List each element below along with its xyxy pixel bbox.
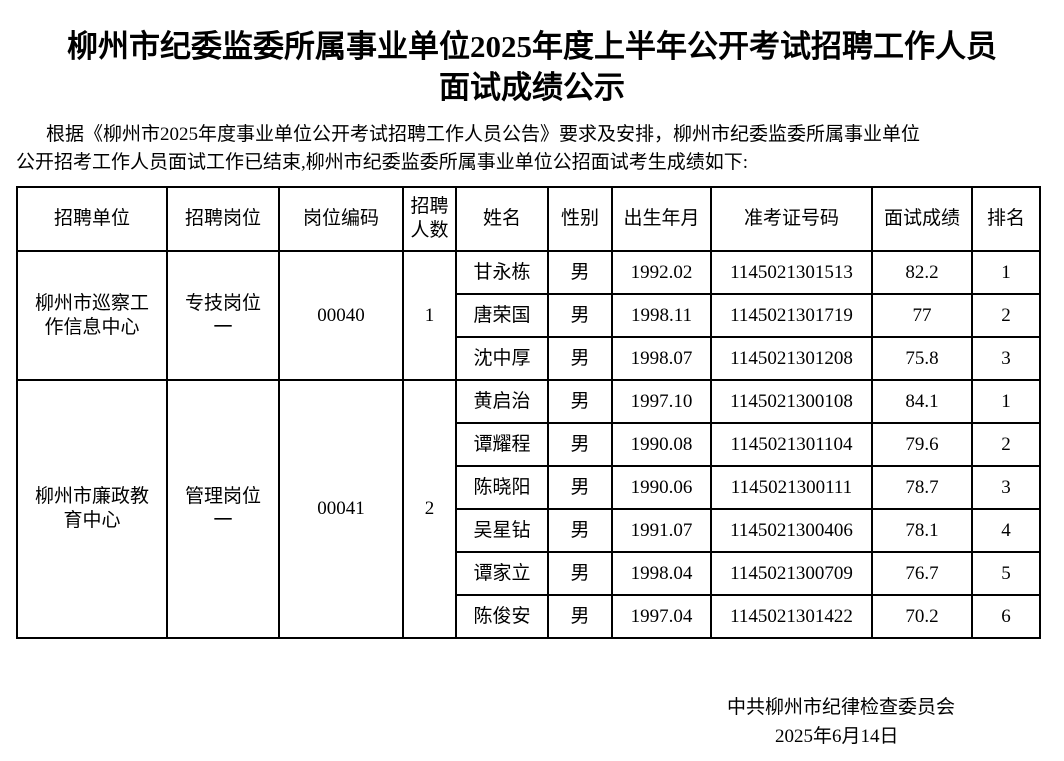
birth-cell: 1998.11 [611, 293, 712, 338]
birth-cell: 1997.10 [611, 379, 712, 424]
name-cell: 唐荣国 [455, 293, 549, 338]
id-cell: 1145021300406 [710, 508, 873, 553]
birth-cell: 1992.02 [611, 250, 712, 295]
table-row: 沈中厚男 1998.07 1145021301208 75.8 3 [17, 336, 1041, 381]
header-birth: 出生年月 [611, 186, 712, 252]
results-table: 招聘单位 招聘岗位 岗位编码 招聘人数 姓名 性别 出生年月 准考证号码 面试成绩 排名 柳州市巡… [16, 186, 1041, 639]
rank-cell: 1 [971, 250, 1041, 295]
gender-cell: 男 [547, 551, 613, 596]
birth-cell: 1990.06 [611, 465, 712, 510]
score-cell: 75.8 [871, 336, 973, 381]
unit-cell: 柳州市巡察工作信息中心 [16, 250, 168, 381]
intro-text-line1: 根据《柳州市2025年度事业单位公开考试招聘工作人员公告》要求及安排，柳州市纪委… [46, 124, 921, 145]
gender-cell: 男 [547, 594, 613, 639]
score-cell: 78.1 [871, 508, 973, 553]
count-cell: 1 [402, 250, 457, 381]
table-row: 柳州市廉政教育中心 管理岗位一 00041 2 黄启治男 1997.10 114502130… [16, 379, 1041, 639]
score-cell: 82.2 [871, 250, 973, 295]
id-cell: 1145021301208 [710, 336, 873, 381]
name-cell: 谭耀程 [455, 422, 549, 467]
intro-text-line2: 公开招考工作人员面试工作已结束,柳州市纪委监委所属事业单位公招面试考生成绩如下: [16, 152, 749, 173]
footer-date: 2025年6月14日 [775, 726, 899, 747]
birth-cell: 1990.08 [611, 422, 712, 467]
id-cell: 1145021301719 [710, 293, 873, 338]
id-cell: 1145021301422 [710, 594, 873, 639]
rank-cell: 2 [971, 422, 1041, 467]
header-rank: 排名 [971, 186, 1041, 252]
header-id: 准考证号码 [710, 186, 873, 252]
rank-cell: 2 [971, 293, 1041, 338]
table-row: 吴星钻男 1991.07 1145021300406 78.1 4 [17, 508, 1041, 553]
header-gender: 性别 [547, 186, 613, 252]
birth-cell: 1991.07 [611, 508, 712, 553]
page-subtitle: 面试成绩公示 [439, 70, 625, 105]
header-code: 岗位编码 [278, 186, 404, 252]
table-row: 唐荣国男 1998.11 1145021301719 77 2 [17, 293, 1041, 338]
name-cell: 陈晓阳 [455, 465, 549, 510]
table-row: 陈晓阳男 1990.06 1145021300111 78.7 3 [17, 465, 1041, 510]
gender-cell: 男 [547, 465, 613, 510]
rank-cell: 6 [971, 594, 1041, 639]
rank-cell: 3 [971, 336, 1041, 381]
birth-cell: 1998.04 [611, 551, 712, 596]
gender-cell: 男 [547, 250, 613, 295]
score-cell: 70.2 [871, 594, 973, 639]
name-cell: 黄启治 [455, 379, 549, 424]
table-row: 陈俊安男 1997.04 1145021301422 70.2 6 [17, 594, 1041, 639]
score-cell: 76.7 [871, 551, 973, 596]
code-cell: 00040 [278, 250, 404, 381]
id-cell: 1145021301104 [710, 422, 873, 467]
table-row: 谭耀程男 1990.08 1145021301104 79.6 2 [17, 422, 1041, 467]
header-unit: 招聘单位 [16, 186, 168, 252]
table-row: 谭家立男 1998.04 1145021300709 76.7 5 [17, 551, 1041, 596]
score-cell: 84.1 [871, 379, 973, 424]
id-cell: 1145021300111 [710, 465, 873, 510]
gender-cell: 男 [547, 336, 613, 381]
header-score: 面试成绩 [871, 186, 973, 252]
rank-cell: 5 [971, 551, 1041, 596]
count-cell: 2 [402, 379, 457, 639]
post-cell: 专技岗位一 [166, 250, 280, 381]
name-cell: 陈俊安 [455, 594, 549, 639]
table-header-row: 招聘单位 招聘岗位 岗位编码 招聘人数 姓名 性别 出生年月 准考证号码 面试成绩 排名 [16, 186, 1041, 252]
gender-cell: 男 [547, 379, 613, 424]
footer-org: 中共柳州市纪律检查委员会 [727, 697, 956, 718]
birth-cell: 1998.07 [611, 336, 712, 381]
rank-cell: 4 [971, 508, 1041, 553]
header-count: 招聘人数 [402, 186, 457, 252]
name-cell: 吴星钻 [455, 508, 549, 553]
post-cell: 管理岗位一 [166, 379, 280, 639]
rank-cell: 1 [971, 379, 1041, 424]
header-post: 招聘岗位 [166, 186, 280, 252]
header-name: 姓名 [455, 186, 549, 252]
name-cell: 甘永栋 [455, 250, 549, 295]
birth-cell: 1997.04 [611, 594, 712, 639]
score-cell: 79.6 [871, 422, 973, 467]
table-row: 柳州市巡察工作信息中心 专技岗位一 00040 1 甘永栋男 1992.02 1145021… [16, 250, 1041, 381]
score-cell: 78.7 [871, 465, 973, 510]
gender-cell: 男 [547, 422, 613, 467]
gender-cell: 男 [547, 293, 613, 338]
gender-cell: 男 [547, 508, 613, 553]
id-cell: 1145021301513 [710, 250, 873, 295]
score-cell: 77 [871, 293, 973, 338]
id-cell: 1145021300709 [710, 551, 873, 596]
page-title: 柳州市纪委监委所属事业单位2025年度上半年公开考试招聘工作人员 [67, 29, 997, 64]
rank-cell: 3 [971, 465, 1041, 510]
id-cell: 1145021300108 [710, 379, 873, 424]
name-cell: 沈中厚 [455, 336, 549, 381]
code-cell: 00041 [278, 379, 404, 639]
name-cell: 谭家立 [455, 551, 549, 596]
unit-cell: 柳州市廉政教育中心 [16, 379, 168, 639]
